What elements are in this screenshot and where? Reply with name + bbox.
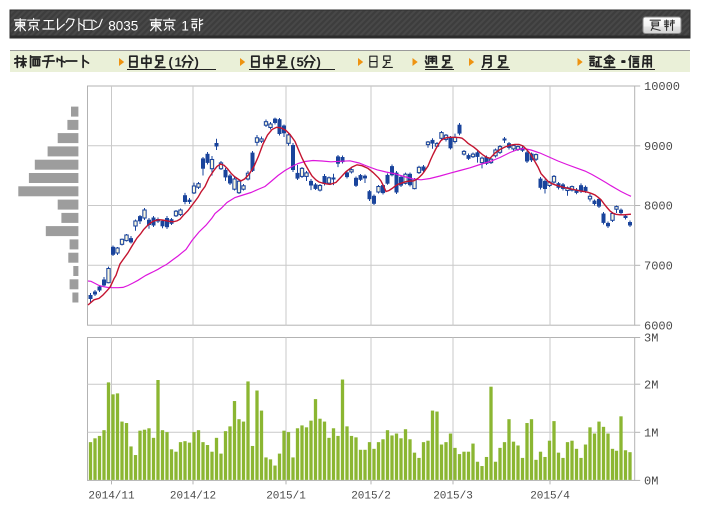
svg-text:8035: 8035 bbox=[108, 19, 138, 34]
svg-text:10000: 10000 bbox=[644, 80, 680, 94]
svg-text:2015/4: 2015/4 bbox=[530, 491, 570, 503]
svg-text:1: 1 bbox=[175, 55, 182, 70]
svg-text:): ) bbox=[195, 55, 199, 70]
svg-text:2015/3: 2015/3 bbox=[433, 491, 473, 503]
svg-text:1M: 1M bbox=[644, 427, 658, 441]
svg-text:7000: 7000 bbox=[644, 260, 673, 274]
svg-text:(: ( bbox=[291, 55, 296, 70]
svg-text:5: 5 bbox=[297, 55, 304, 70]
svg-text:2014/12: 2014/12 bbox=[170, 491, 216, 503]
svg-text:): ) bbox=[317, 55, 321, 70]
svg-text:2015/2: 2015/2 bbox=[351, 491, 391, 503]
svg-text:2M: 2M bbox=[644, 378, 658, 392]
svg-text:2015/1: 2015/1 bbox=[266, 491, 306, 503]
svg-text:1: 1 bbox=[181, 19, 189, 34]
svg-text:9000: 9000 bbox=[644, 140, 673, 154]
svg-text:0M: 0M bbox=[644, 475, 658, 489]
svg-text:3M: 3M bbox=[644, 332, 658, 346]
svg-text:2014/11: 2014/11 bbox=[88, 491, 135, 503]
svg-text:(: ( bbox=[169, 55, 174, 70]
svg-text:6000: 6000 bbox=[644, 319, 673, 333]
svg-text:8000: 8000 bbox=[644, 200, 673, 214]
